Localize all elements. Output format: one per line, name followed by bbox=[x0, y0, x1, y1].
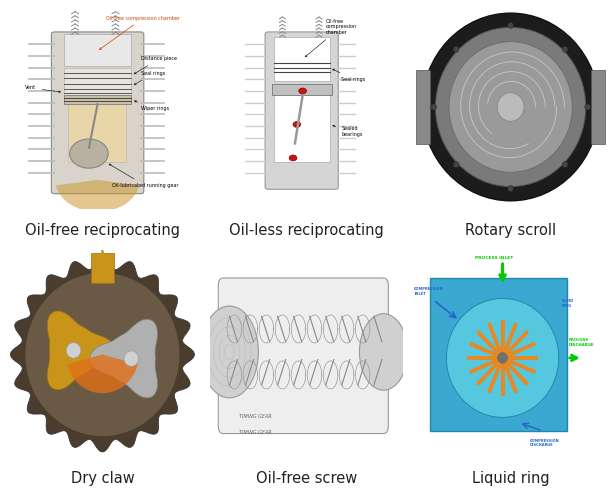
Bar bbox=[64, 34, 131, 66]
Circle shape bbox=[562, 46, 568, 52]
Bar bbox=[592, 70, 605, 144]
Text: FLUID
RING: FLUID RING bbox=[562, 299, 574, 308]
Bar bbox=[91, 252, 114, 283]
Text: Oil-less reciprocating: Oil-less reciprocating bbox=[229, 223, 384, 238]
Circle shape bbox=[508, 186, 514, 192]
Bar bbox=[272, 84, 332, 95]
Polygon shape bbox=[90, 319, 158, 398]
Circle shape bbox=[124, 351, 139, 367]
Circle shape bbox=[431, 104, 436, 110]
Text: COMPRESSION
INLET: COMPRESSION INLET bbox=[414, 287, 444, 296]
Text: Rotary scroll: Rotary scroll bbox=[465, 223, 556, 238]
Circle shape bbox=[449, 42, 572, 172]
Text: PROCESS INLET: PROCESS INLET bbox=[475, 256, 514, 260]
Text: Oil-free compression chamber: Oil-free compression chamber bbox=[99, 15, 180, 49]
Circle shape bbox=[508, 22, 514, 28]
Text: Oil-free
compression
chamber: Oil-free compression chamber bbox=[305, 18, 357, 57]
Text: Oil-lubricated running gear: Oil-lubricated running gear bbox=[109, 164, 178, 188]
Circle shape bbox=[289, 155, 297, 161]
Circle shape bbox=[293, 122, 301, 127]
Polygon shape bbox=[10, 257, 194, 452]
Circle shape bbox=[453, 162, 459, 168]
Text: Sealed
bearings: Sealed bearings bbox=[333, 125, 362, 137]
Circle shape bbox=[299, 88, 306, 94]
Text: Seal rings: Seal rings bbox=[333, 69, 365, 82]
Polygon shape bbox=[25, 273, 180, 436]
Text: TIMING GEAR: TIMING GEAR bbox=[239, 430, 272, 435]
Circle shape bbox=[70, 139, 108, 168]
Bar bbox=[274, 90, 330, 162]
Circle shape bbox=[359, 314, 408, 390]
Bar bbox=[68, 101, 126, 162]
Polygon shape bbox=[47, 311, 115, 390]
Wedge shape bbox=[67, 355, 138, 393]
Circle shape bbox=[435, 27, 585, 187]
Text: Distance piece: Distance piece bbox=[134, 56, 177, 74]
Bar bbox=[416, 70, 430, 144]
Circle shape bbox=[453, 46, 459, 52]
Text: Seal rings: Seal rings bbox=[134, 71, 165, 85]
Text: Oil-free reciprocating: Oil-free reciprocating bbox=[25, 223, 180, 238]
Bar bbox=[274, 37, 330, 81]
Bar bbox=[64, 68, 131, 100]
Wedge shape bbox=[56, 180, 139, 212]
Text: COMPRESSION
DISCHARGE: COMPRESSION DISCHARGE bbox=[530, 439, 560, 447]
Text: Dry claw: Dry claw bbox=[70, 471, 134, 486]
Circle shape bbox=[446, 298, 558, 417]
Text: Liquid ring: Liquid ring bbox=[472, 471, 549, 486]
FancyBboxPatch shape bbox=[51, 32, 144, 194]
Text: Vent: Vent bbox=[25, 86, 61, 93]
Text: PROCESS
DISCHARGE: PROCESS DISCHARGE bbox=[568, 339, 594, 347]
Circle shape bbox=[585, 104, 590, 110]
Text: Oil-free screw: Oil-free screw bbox=[256, 471, 357, 486]
Circle shape bbox=[66, 343, 81, 358]
Circle shape bbox=[200, 306, 258, 398]
Bar bbox=[430, 278, 567, 431]
Circle shape bbox=[422, 13, 599, 201]
Circle shape bbox=[562, 162, 568, 168]
Bar bbox=[64, 95, 131, 104]
Circle shape bbox=[497, 93, 524, 121]
Text: TIMING GEAR: TIMING GEAR bbox=[239, 414, 272, 419]
Text: Wiper rings: Wiper rings bbox=[134, 101, 169, 111]
FancyBboxPatch shape bbox=[265, 32, 338, 189]
FancyBboxPatch shape bbox=[218, 278, 388, 434]
Circle shape bbox=[493, 349, 511, 367]
